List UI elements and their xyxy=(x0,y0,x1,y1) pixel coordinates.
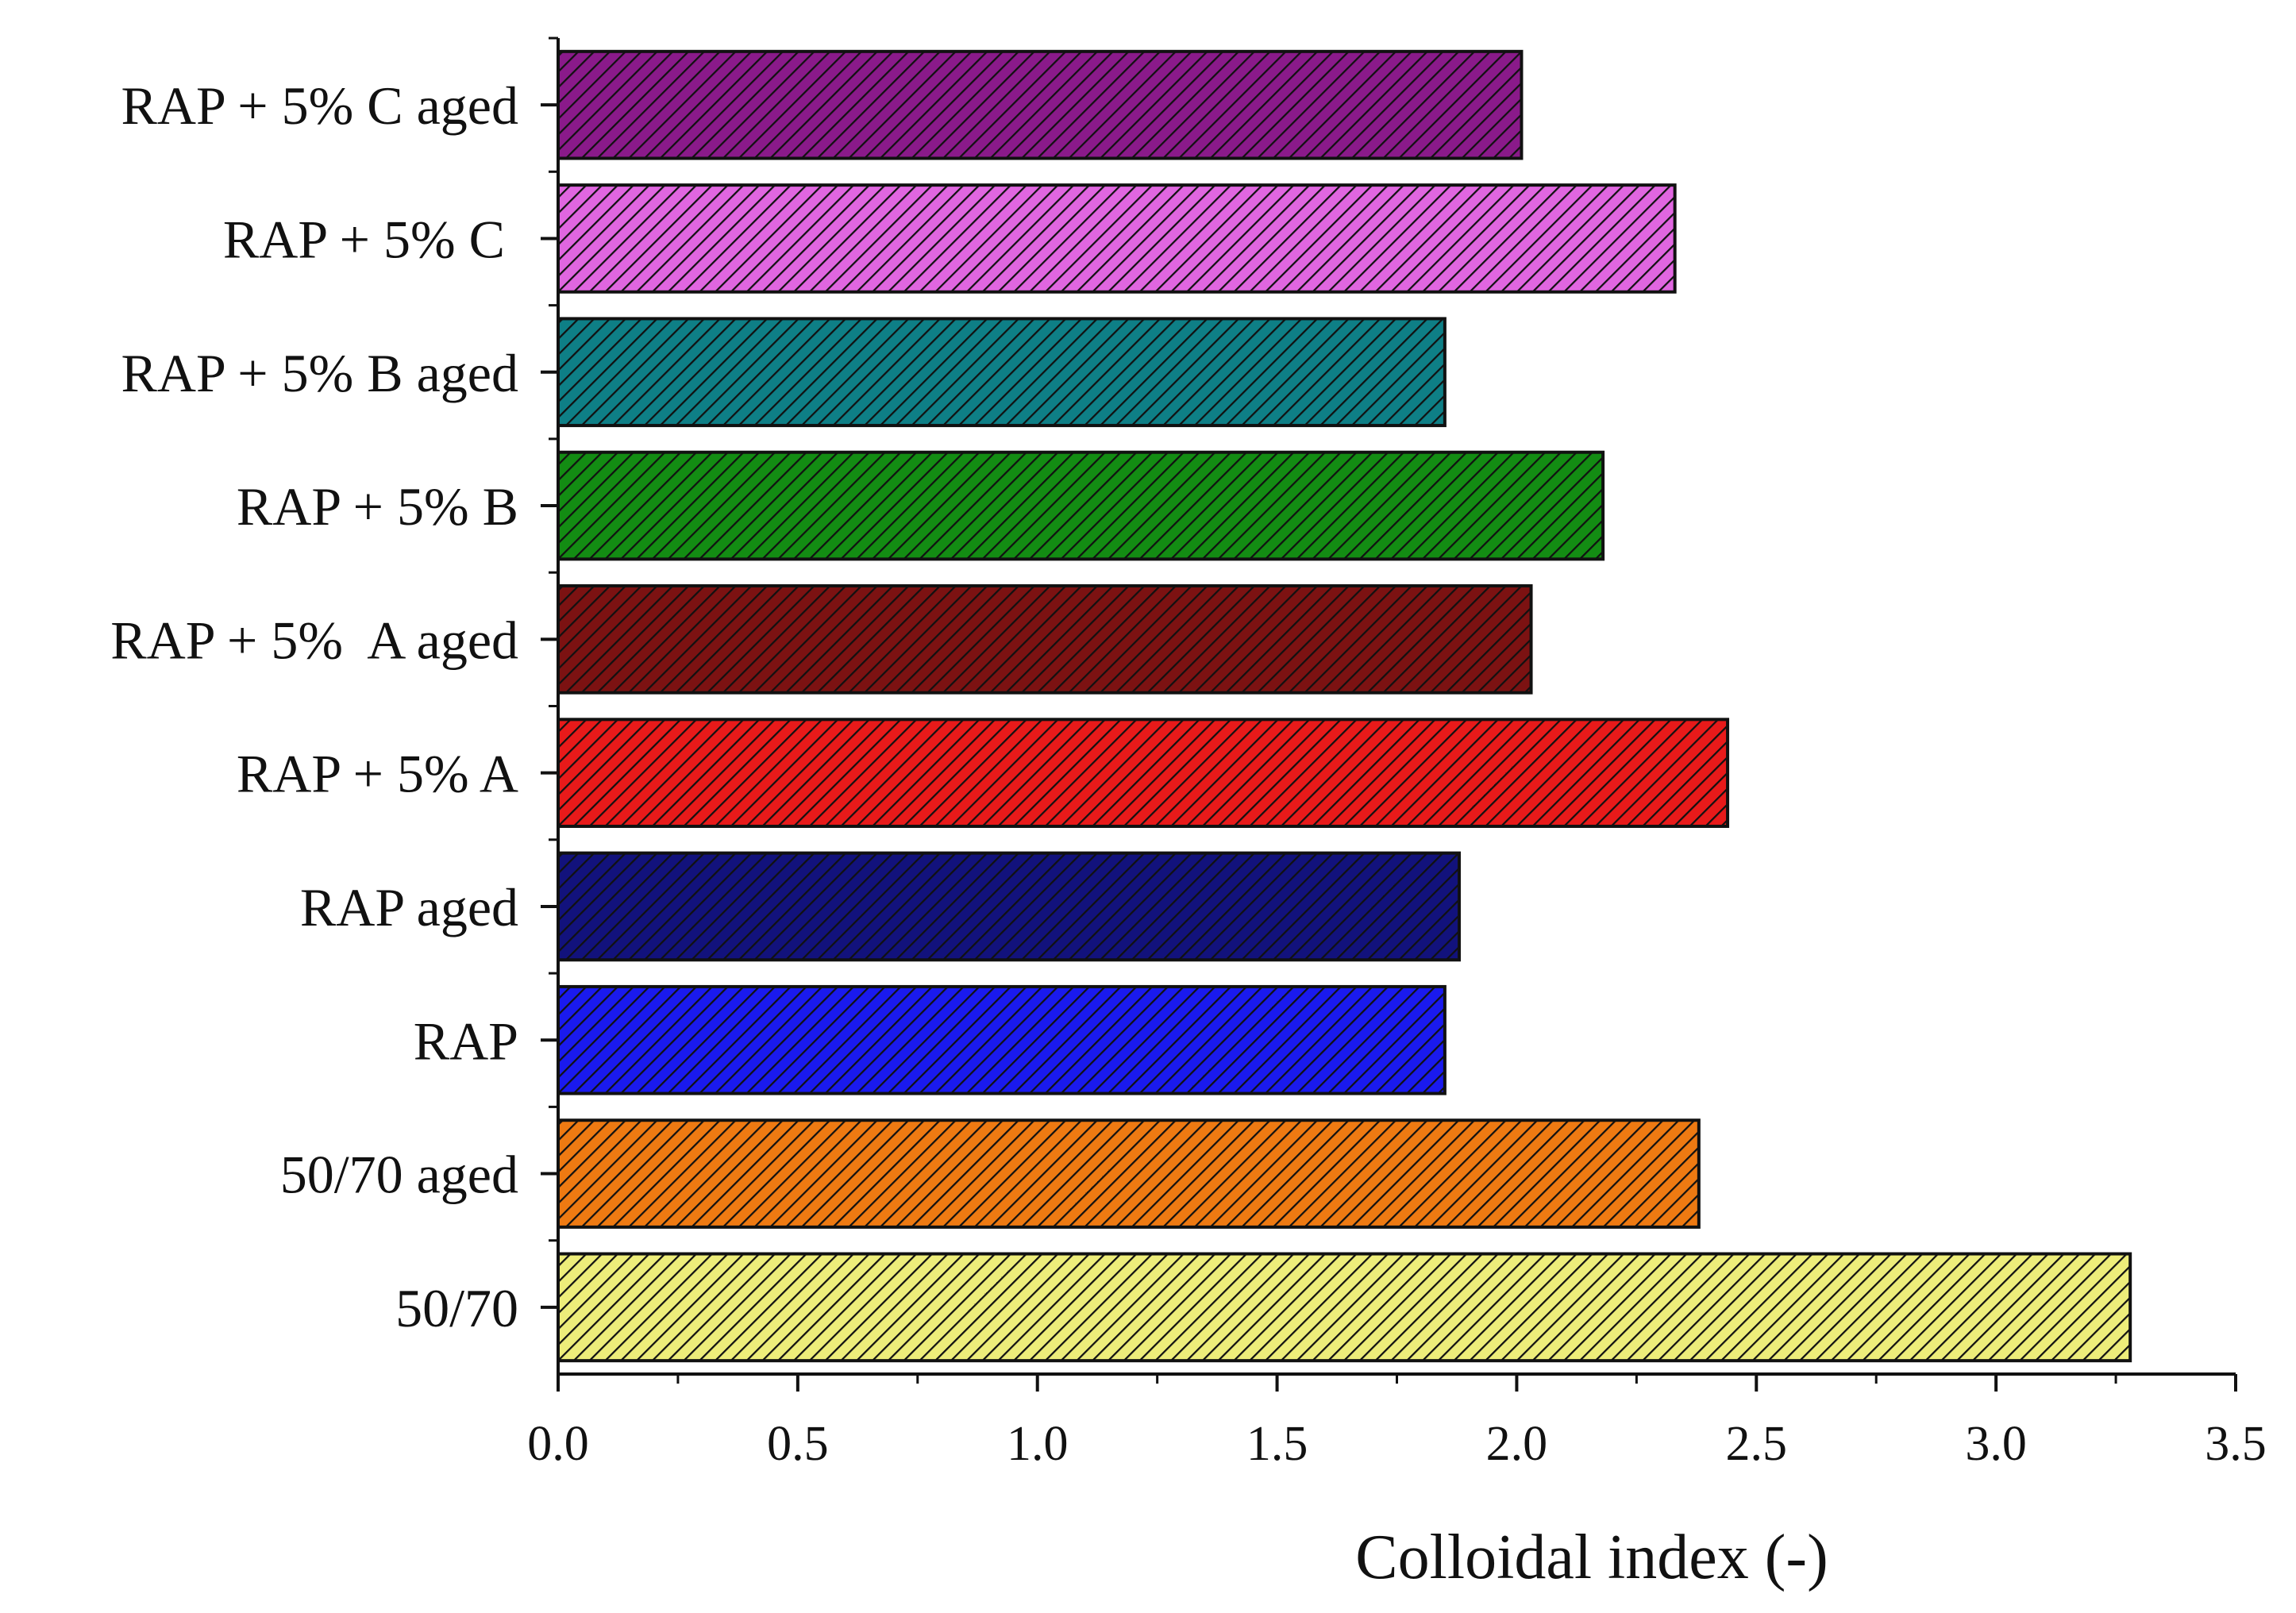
bar xyxy=(557,1252,2132,1363)
bar xyxy=(557,584,1533,695)
x-tick-label: 2.0 xyxy=(1486,1417,1548,1471)
category-label: RAP + 5% A xyxy=(237,744,518,804)
category-label: RAP xyxy=(414,1011,518,1071)
x-axis-title: Colloidal index (-) xyxy=(1355,1523,1828,1592)
labels-layer: RAP + 5% C aged RAP + 5% C RAP + 5% B age… xyxy=(110,75,2266,1471)
bar xyxy=(557,317,1447,428)
category-label: 50/70 xyxy=(395,1278,518,1338)
bar xyxy=(557,718,1730,828)
category-label: RAP + 5% B aged xyxy=(121,343,518,403)
x-tick-label: 0.0 xyxy=(527,1417,589,1471)
x-tick-label: 1.5 xyxy=(1246,1417,1308,1471)
ticks-layer xyxy=(541,37,2237,1392)
category-label: RAP + 5% B xyxy=(237,476,518,537)
bar xyxy=(557,984,1447,1095)
x-tick-label: 0.5 xyxy=(767,1417,829,1471)
bars-layer xyxy=(557,49,2132,1363)
x-tick-label: 1.0 xyxy=(1007,1417,1069,1471)
category-label: RAP + 5% C aged xyxy=(121,75,518,136)
bar xyxy=(557,49,1524,160)
bar xyxy=(557,450,1605,561)
category-label: RAP + 5% A aged xyxy=(110,610,518,670)
x-tick-label: 2.5 xyxy=(1726,1417,1788,1471)
bar xyxy=(557,1118,1701,1229)
bar xyxy=(557,851,1461,962)
x-tick-label: 3.5 xyxy=(2205,1417,2267,1471)
category-label: 50/70 aged xyxy=(280,1145,518,1205)
category-label: RAP + 5% C xyxy=(223,209,518,269)
bar xyxy=(557,183,1677,294)
x-tick-label: 3.0 xyxy=(1965,1417,2027,1471)
category-label: RAP aged xyxy=(300,877,518,937)
